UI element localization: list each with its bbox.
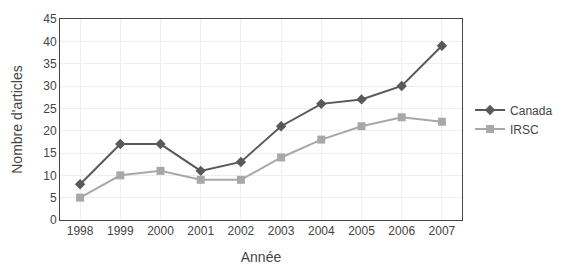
svg-text:25: 25 bbox=[43, 102, 57, 116]
svg-text:45: 45 bbox=[43, 12, 57, 26]
svg-text:2005: 2005 bbox=[348, 224, 375, 238]
svg-text:40: 40 bbox=[43, 35, 57, 49]
svg-text:15: 15 bbox=[43, 146, 57, 160]
svg-text:2006: 2006 bbox=[388, 224, 415, 238]
svg-text:1998: 1998 bbox=[67, 224, 94, 238]
svg-text:2001: 2001 bbox=[187, 224, 214, 238]
svg-text:Nombre d'articles: Nombre d'articles bbox=[9, 65, 25, 174]
svg-text:2007: 2007 bbox=[429, 224, 456, 238]
svg-text:Année: Année bbox=[241, 249, 282, 265]
svg-text:2000: 2000 bbox=[147, 224, 174, 238]
svg-text:10: 10 bbox=[43, 169, 57, 183]
svg-text:Canada: Canada bbox=[510, 104, 552, 118]
svg-text:2003: 2003 bbox=[268, 224, 295, 238]
svg-text:0: 0 bbox=[50, 213, 57, 227]
svg-text:35: 35 bbox=[43, 57, 57, 71]
svg-text:2004: 2004 bbox=[308, 224, 335, 238]
svg-text:1999: 1999 bbox=[107, 224, 134, 238]
svg-text:20: 20 bbox=[43, 124, 57, 138]
svg-text:2002: 2002 bbox=[228, 224, 255, 238]
svg-text:IRSC: IRSC bbox=[510, 123, 539, 137]
svg-text:30: 30 bbox=[43, 79, 57, 93]
svg-text:5: 5 bbox=[50, 191, 57, 205]
